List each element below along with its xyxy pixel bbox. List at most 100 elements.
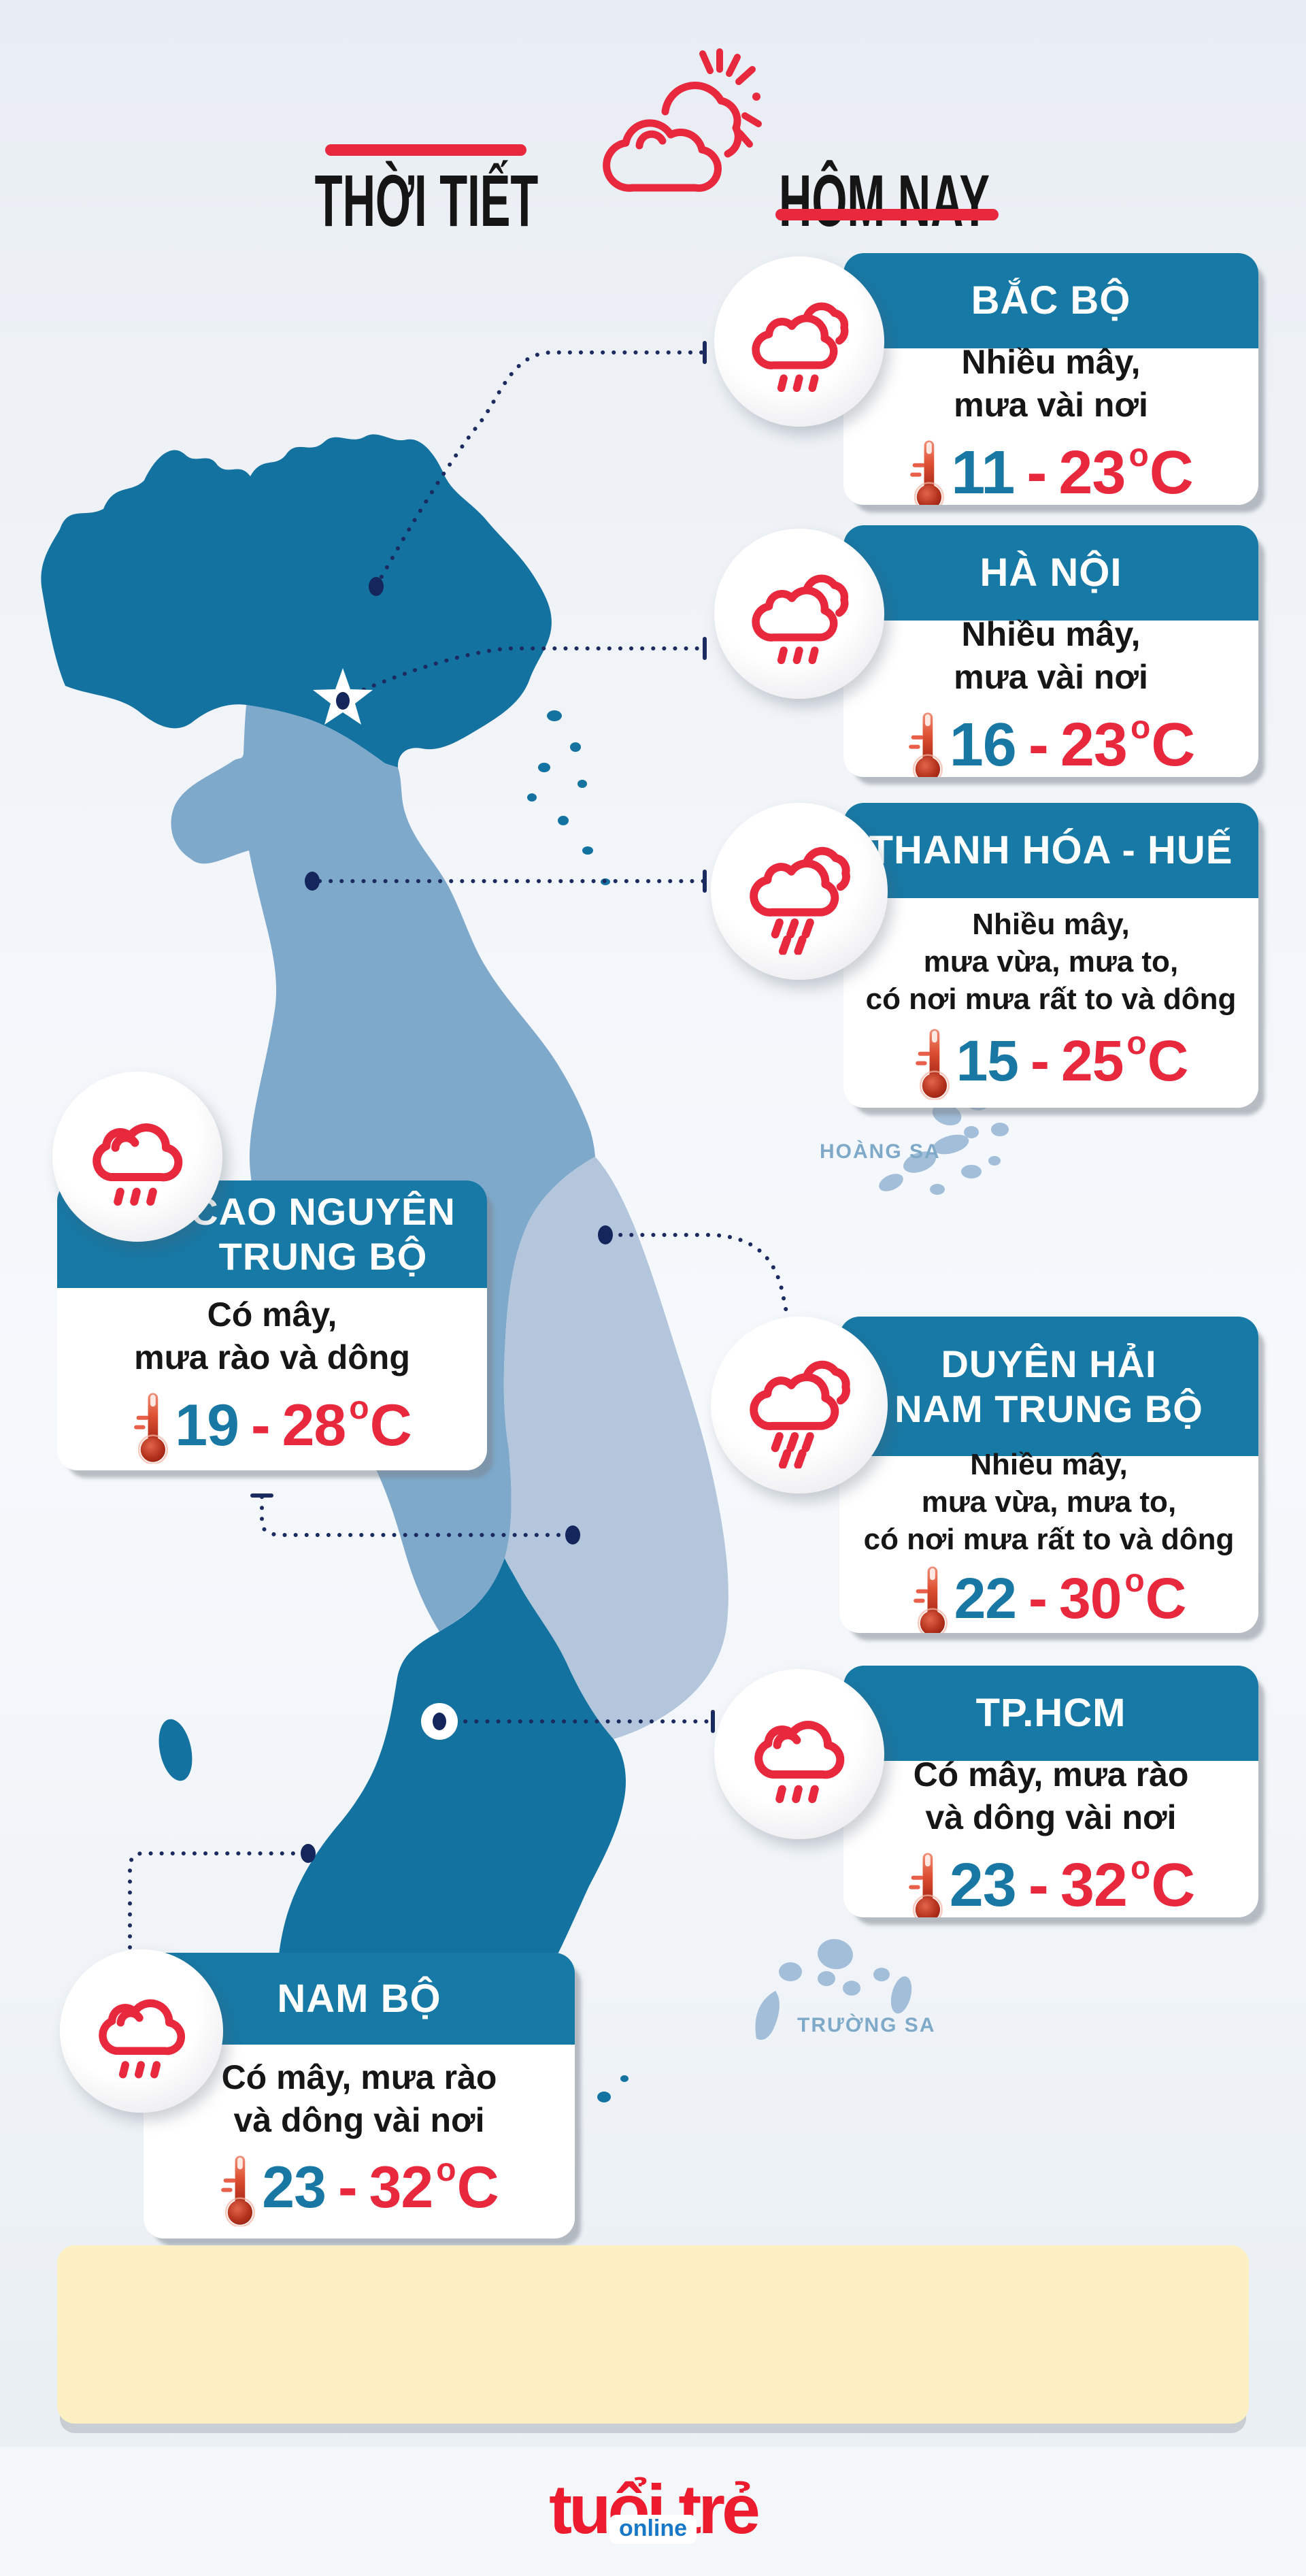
- degree-symbol: o: [1128, 437, 1148, 474]
- temp-unit: C: [1151, 710, 1195, 778]
- region-name: THANH HÓA - HUẾ: [869, 828, 1233, 872]
- page-title-left: THỜI TIẾT: [314, 159, 539, 242]
- card-body: Nhiều mây, mưa vừa, mưa to, có nơi mưa r…: [843, 898, 1258, 1108]
- forecast-text: Nhiều mây, mưa vài nơi: [954, 341, 1148, 427]
- forecast-line: Nhiều mây,: [961, 343, 1141, 381]
- card-body: Có mây, mưa rào và dông vài nơi 23 - 32 …: [144, 2045, 575, 2239]
- title-underline-right: [775, 209, 999, 220]
- card-body: Có mây, mưa rào và dông 19 - 28 o C: [57, 1288, 487, 1470]
- region-name: TP.HCM: [975, 1691, 1126, 1735]
- forecast-line: mưa vừa, mưa to,: [923, 944, 1179, 978]
- temp-low: 23: [949, 1851, 1017, 1918]
- weather-card-duyen-hai-nam-trung-bo: DUYÊN HẢI NAM TRUNG BỘ Nhiều mây, mưa vừ…: [839, 1317, 1258, 1633]
- temp-low: 11: [951, 438, 1015, 506]
- marker-tp-hcm: [433, 1713, 446, 1730]
- map-region-north: [41, 434, 552, 767]
- temp-high: 25: [1060, 1029, 1124, 1093]
- weather-card-thanh-hoa-hue: THANH HÓA - HUẾ Nhiều mây, mưa vừa, mưa …: [843, 803, 1258, 1108]
- heavy-rain-cloud-icon: [735, 827, 863, 955]
- temp-high: 32: [1060, 1851, 1128, 1918]
- forecast-text: Có mây, mưa rào và dông vài nơi: [914, 1753, 1189, 1839]
- forecast-line: Có mây, mưa rào: [913, 1755, 1189, 1794]
- forecast-line: Nhiều mây,: [961, 615, 1141, 653]
- temp-low: 15: [956, 1029, 1019, 1093]
- card-body: Nhiều mây, mưa vừa, mưa to, có nơi mưa r…: [839, 1448, 1258, 1634]
- degree-symbol: o: [1130, 709, 1150, 746]
- degree-symbol: o: [349, 1389, 369, 1426]
- temp-unit: C: [456, 2155, 499, 2220]
- region-title-bar: TP.HCM: [843, 1666, 1258, 1761]
- forecast-line: có nơi mưa rất to và dông: [865, 982, 1237, 1016]
- region-title-bar: HÀ NỘI: [843, 525, 1258, 621]
- heavy-rain-cloud-icon: [735, 1341, 863, 1468]
- connector-ha-noi: [352, 646, 705, 696]
- connector-cao-nguyen: [260, 1495, 567, 1537]
- region-name: BẮC BỘ: [971, 278, 1131, 323]
- forecast-line: Nhiều mây,: [970, 1447, 1128, 1481]
- temp-low: 19: [175, 1392, 239, 1458]
- thermometer-icon: [914, 1022, 950, 1101]
- thermometer-icon: [907, 706, 943, 777]
- degree-symbol: o: [1124, 1563, 1144, 1599]
- weather-card-tp-hcm: TP.HCM Có mây, mưa rào và dông vài nơi 2…: [843, 1666, 1258, 1917]
- temp-dash: -: [250, 1392, 271, 1458]
- forecast-text: Nhiều mây, mưa vài nơi: [954, 613, 1148, 699]
- temp-unit: C: [369, 1392, 412, 1458]
- forecast-line: Nhiều mây,: [972, 907, 1130, 941]
- connector-lines: [128, 350, 790, 1949]
- logo-online-badge: online: [609, 2515, 697, 2544]
- forecast-line: và dông vài nơi: [925, 1798, 1177, 1836]
- region-name-line2: NAM TRUNG BỘ: [894, 1387, 1203, 1430]
- cloud-sun-icon: [603, 48, 762, 192]
- marker-nam-bo: [301, 1844, 316, 1863]
- temp-dash: -: [337, 2155, 358, 2220]
- temperature-range: 23 - 32 o C: [220, 2149, 499, 2228]
- marker-duyen-hai: [598, 1225, 613, 1244]
- temperature-range: 23 - 32 o C: [907, 1846, 1195, 1917]
- region-name-line2: TRUNG BỘ: [218, 1235, 428, 1278]
- region-name: CAO NGUYÊN: [190, 1190, 456, 1233]
- map-markers: [301, 577, 613, 1863]
- coastal-islands: [158, 667, 629, 2102]
- card-body: Nhiều mây, mưa vài nơi 16 - 23 o C: [843, 615, 1258, 778]
- degree-symbol: o: [436, 2152, 456, 2188]
- temp-high: 32: [369, 2155, 434, 2220]
- region-name: DUYÊN HẢI: [941, 1342, 1157, 1385]
- forecast-line: mưa vừa, mưa to,: [921, 1485, 1177, 1519]
- rain-cloud-icon: [76, 1095, 199, 1218]
- region-title-bar: THANH HÓA - HUẾ: [843, 803, 1258, 898]
- forecast-line: mưa rào và dông: [134, 1338, 410, 1376]
- map-region-central: [171, 705, 595, 1632]
- hoang-sa-label: HOÀNG SA: [820, 1140, 941, 1163]
- temp-high: 30: [1058, 1566, 1122, 1630]
- temp-unit: C: [1145, 1566, 1187, 1630]
- temperature-range: 22 - 30 o C: [912, 1559, 1186, 1634]
- temp-high: 28: [282, 1392, 347, 1458]
- weather-card-ha-noi: HÀ NỘI Nhiều mây, mưa vài nơi 16 - 23 o …: [843, 525, 1258, 777]
- thermometer-icon: [912, 1559, 948, 1634]
- region-name: HÀ NỘI: [980, 550, 1122, 595]
- marker-cao-nguyen: [565, 1525, 580, 1545]
- forecast-text: Có mây, mưa rào và dông: [134, 1293, 410, 1379]
- degree-symbol: o: [1130, 1849, 1150, 1886]
- forecast-text: Nhiều mây, mưa vừa, mưa to, có nơi mưa r…: [866, 906, 1237, 1018]
- rain-cloud-icon: [738, 1693, 860, 1815]
- marker-thanh-hoa: [305, 872, 320, 891]
- temp-dash: -: [1028, 1566, 1048, 1630]
- rain-cloud-icon: [83, 1972, 201, 2090]
- forecast-text: Nhiều mây, mưa vừa, mưa to, có nơi mưa r…: [864, 1446, 1235, 1558]
- temp-high: 23: [1058, 438, 1126, 506]
- temp-low: 16: [949, 710, 1017, 778]
- page-title-right: HÔM NAY: [778, 159, 990, 242]
- forecast-text: Có mây, mưa rào và dông vài nơi: [222, 2056, 497, 2142]
- temp-dash: -: [1028, 710, 1049, 778]
- hoang-sa-islands: [879, 1094, 1009, 1195]
- temp-low: 23: [262, 2155, 326, 2220]
- thermometer-icon: [909, 433, 944, 505]
- connector-duyen-hai: [607, 1233, 790, 1321]
- weather-icon-circle-tp-hcm: [714, 1669, 884, 1839]
- marker-bac-bo: [369, 577, 384, 596]
- rain-cloud-icon: [738, 552, 860, 675]
- marker-ha-noi: [336, 692, 350, 710]
